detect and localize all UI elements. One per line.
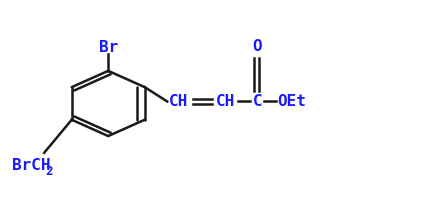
Text: OEt: OEt	[277, 94, 307, 109]
Text: BrCH: BrCH	[13, 158, 51, 173]
Text: CH: CH	[216, 94, 235, 109]
Text: Br: Br	[99, 40, 118, 55]
Text: 2: 2	[45, 165, 53, 178]
Text: O: O	[252, 39, 261, 54]
Text: CH: CH	[169, 94, 189, 109]
Text: C: C	[253, 94, 262, 109]
